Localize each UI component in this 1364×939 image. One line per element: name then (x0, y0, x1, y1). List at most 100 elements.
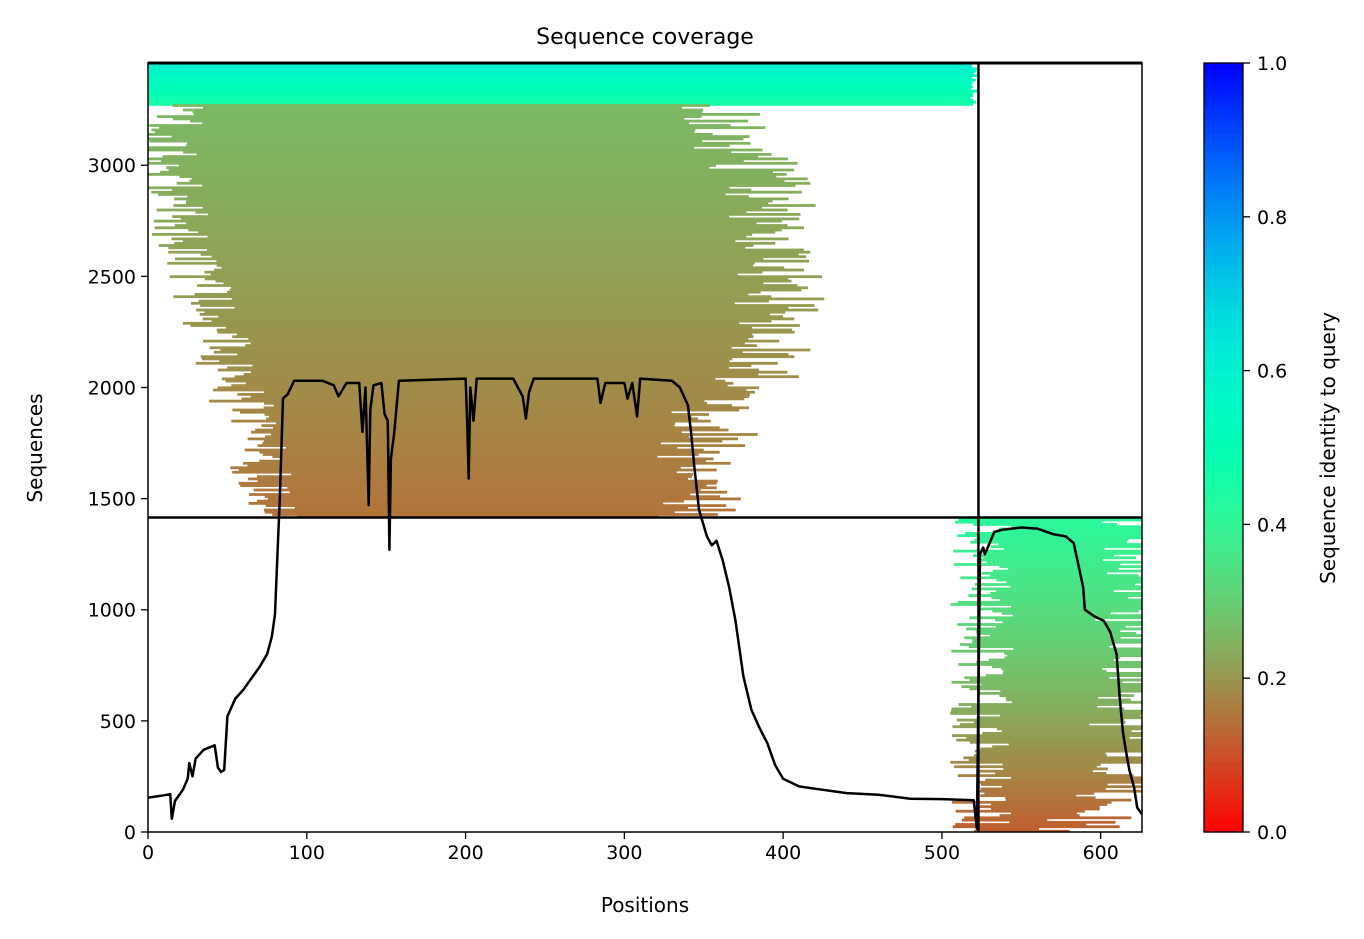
coverage-row (955, 809, 1085, 813)
coverage-row (266, 417, 698, 421)
coverage-row (263, 439, 723, 443)
colorbar-segment (1204, 133, 1243, 141)
colorbar-tick-label: 1.0 (1257, 53, 1287, 75)
coverage-row (980, 787, 1106, 791)
coverage-row (969, 678, 1142, 682)
coverage-row (1004, 656, 1121, 660)
colorbar-segment (1204, 280, 1243, 288)
coverage-row (1003, 767, 1108, 771)
coverage-row (190, 119, 749, 123)
coverage-row (976, 629, 1121, 633)
coverage-row (168, 168, 795, 172)
colorbar-label: Sequence identity to query (1316, 312, 1340, 584)
coverage-row (1001, 667, 1103, 671)
coverage-row (188, 228, 782, 232)
colorbar-segment (1204, 697, 1243, 705)
coverage-row (263, 508, 736, 512)
y-tick-label: 2000 (88, 377, 136, 399)
coverage-row (969, 616, 1142, 620)
coverage-row (198, 230, 776, 234)
coverage-row (985, 674, 1142, 677)
coverage-row (957, 623, 1142, 626)
colorbar-segment (1204, 665, 1243, 673)
coverage-row (289, 490, 728, 494)
colorbar-segment (1204, 338, 1243, 346)
coverage-row (202, 357, 733, 361)
coverage-row (1005, 696, 1099, 700)
colorbar-segment (1204, 197, 1243, 205)
coverage-row (287, 486, 717, 490)
coverage-row (174, 197, 789, 201)
coverage-row (247, 464, 694, 467)
colorbar-segment (1204, 229, 1243, 237)
y-tick-label: 500 (100, 711, 136, 733)
colorbar-segment (1204, 799, 1243, 807)
coverage-row (171, 237, 789, 241)
colorbar-segment (1204, 473, 1243, 481)
coverage-row (976, 558, 1103, 562)
coverage-row (1002, 672, 1142, 675)
coverage-row (981, 572, 1108, 575)
coverage-row (211, 255, 807, 259)
colorbar-segment (1204, 601, 1243, 609)
coverage-row (195, 210, 747, 214)
coverage-row (1008, 743, 1142, 746)
coverage-row (202, 317, 795, 321)
coverage-row (1000, 714, 1141, 717)
coverage-row (988, 658, 1114, 662)
colorbar-segment (1204, 351, 1243, 359)
coverage-row (217, 386, 760, 390)
coverage-row (204, 277, 789, 281)
colorbar-segment (1204, 524, 1243, 532)
coverage-row (953, 549, 1142, 553)
colorbar-segment (1204, 268, 1243, 276)
colorbar-segment (1204, 255, 1243, 263)
coverage-row (959, 643, 1113, 646)
coverage-row (183, 108, 704, 112)
coverage-row (231, 286, 808, 290)
coverage-row (203, 106, 683, 110)
coverage-row (267, 497, 741, 501)
coverage-row (211, 319, 772, 323)
coverage-row (207, 248, 804, 252)
coverage-row (238, 481, 717, 485)
coverage-row (248, 337, 749, 341)
coverage-row (269, 415, 692, 419)
colorbar-segment (1204, 819, 1243, 827)
colorbar-segment (1204, 543, 1243, 551)
coverage-row (247, 437, 738, 441)
coverage-row (1002, 620, 1142, 624)
colorbar-segment (1204, 120, 1243, 128)
coverage-row (174, 224, 788, 227)
coverage-row (172, 188, 752, 192)
coverage-row (227, 366, 729, 370)
coverage-row (996, 578, 1142, 582)
colorbar-segment (1204, 787, 1243, 795)
coverage-row (979, 716, 1142, 720)
coverage-row (148, 157, 788, 161)
colorbar-segment (1204, 505, 1243, 513)
coverage-row (237, 353, 789, 356)
coverage-row (282, 457, 714, 461)
coverage-row (265, 504, 727, 507)
coverage-row (968, 594, 1142, 597)
coverage-row (951, 800, 1112, 804)
y-tick-label: 2500 (88, 266, 136, 288)
colorbar-segment (1204, 466, 1243, 474)
coverage-row (977, 827, 1039, 831)
coverage-row (226, 290, 761, 294)
coverage-row (264, 401, 708, 405)
coverage-row (232, 470, 677, 474)
coverage-row (183, 239, 736, 243)
colorbar-segment (1204, 236, 1243, 244)
coverage-row (984, 792, 1095, 795)
coverage-row (986, 560, 1142, 564)
colorbar-segment (1204, 191, 1243, 199)
coverage-row (153, 219, 782, 223)
colorbar-segment (1204, 639, 1243, 647)
coverage-row (209, 399, 705, 403)
coverage-row (148, 83, 972, 86)
plot-frame (147, 62, 1143, 833)
colorbar-segment (1204, 517, 1243, 525)
colorbar-segment (1204, 319, 1243, 327)
